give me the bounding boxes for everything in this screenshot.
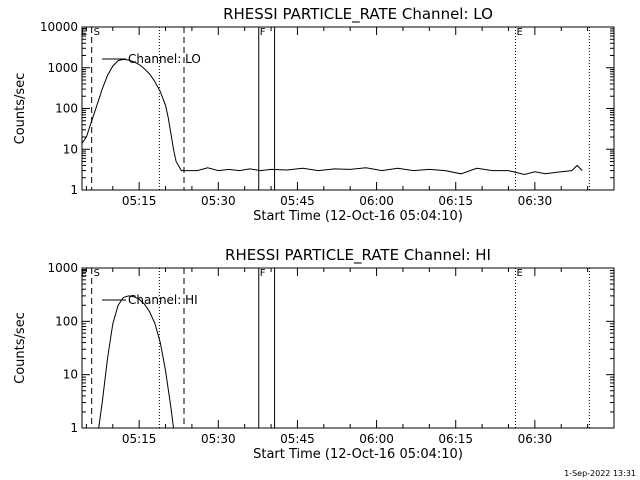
plot-frame: [81, 267, 615, 429]
plot-timestamp: 1-Sep-2022 13:31: [564, 469, 636, 478]
panel-lo: RHESSI PARTICLE_RATE Channel: LO 1 10 100 10…: [13, 5, 615, 224]
x-tick-label: 05:45: [280, 432, 315, 446]
y-tick-label: 1000: [47, 61, 78, 75]
chart-title: RHESSI PARTICLE_RATE Channel: HI: [225, 246, 491, 265]
x-tick-label: 06:15: [438, 194, 473, 208]
y-tick-label: 10: [63, 142, 78, 156]
x-tick-label: 06:00: [359, 194, 394, 208]
event-marker-label: E: [517, 27, 523, 38]
event-marker-label: E: [81, 27, 87, 38]
y-tick-label: 1: [70, 421, 78, 435]
x-tick-label: 06:00: [359, 432, 394, 446]
x-tick-label: 06:30: [518, 432, 553, 446]
x-tick-label: 05:15: [122, 194, 157, 208]
y-tick-label: 10: [63, 368, 78, 382]
y-tick-label: 10000: [40, 20, 78, 34]
x-tick-label: 05:30: [201, 194, 236, 208]
y-axis-label: Counts/sec: [13, 73, 28, 145]
y-tick-label: 1: [70, 183, 78, 197]
data-series-line: [81, 58, 583, 176]
x-axis-label: Start Time (12-Oct-16 05:04:10): [253, 209, 463, 224]
event-marker-label: S: [94, 27, 100, 38]
legend-label: Channel: LO: [128, 52, 201, 66]
x-tick-label: 05:45: [280, 194, 315, 208]
legend-label: Channel: HI: [128, 293, 198, 307]
y-axis-label: Counts/sec: [13, 312, 28, 384]
y-tick-label: 100: [55, 314, 78, 328]
y-tick-label: 100: [55, 102, 78, 116]
event-marker-label: E: [81, 268, 87, 279]
panel-hi: RHESSI PARTICLE_RATE Channel: HI 1 10 100 10…: [13, 246, 615, 462]
event-marker-label: F: [260, 27, 266, 38]
event-marker-label: F: [260, 268, 266, 279]
event-marker-label: E: [517, 268, 523, 279]
x-tick-label: 06:15: [438, 432, 473, 446]
x-tick-label: 05:30: [201, 432, 236, 446]
x-axis-label: Start Time (12-Oct-16 05:04:10): [253, 447, 463, 462]
y-tick-label: 1000: [47, 261, 78, 275]
event-marker-label: S: [94, 268, 100, 279]
x-tick-label: 06:30: [518, 194, 553, 208]
data-series-line: [98, 295, 174, 429]
x-tick-label: 05:15: [122, 432, 157, 446]
chart-title: RHESSI PARTICLE_RATE Channel: LO: [223, 5, 493, 24]
